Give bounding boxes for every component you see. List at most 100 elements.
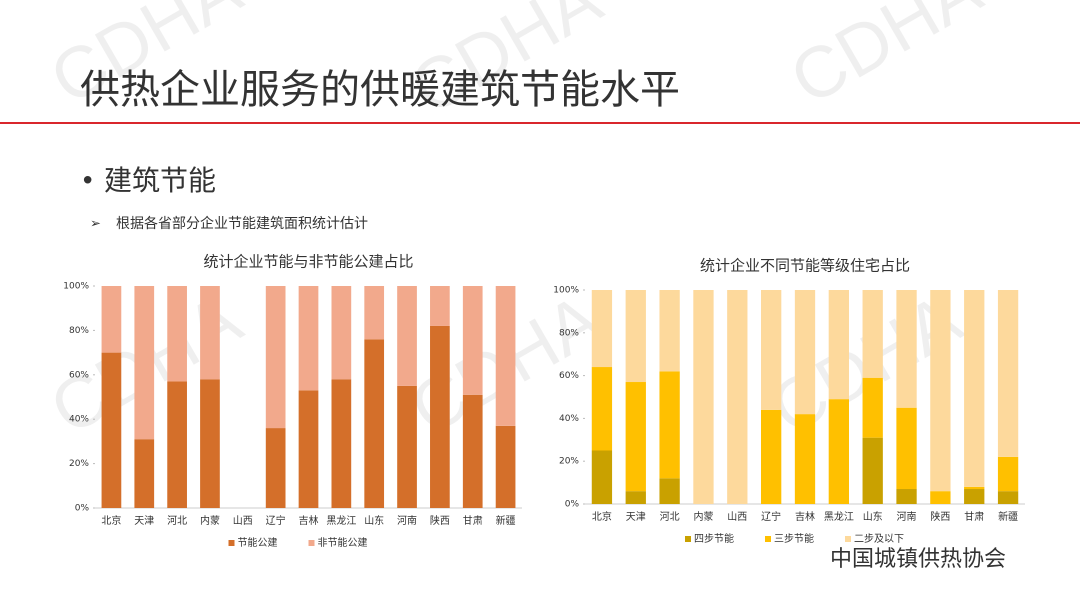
legend-swatch <box>685 536 691 542</box>
bar <box>761 409 782 504</box>
legend-label: 二步及以下 <box>854 533 904 545</box>
bar <box>397 385 417 508</box>
bar <box>167 381 187 508</box>
bar <box>591 290 613 368</box>
x-tick-label: 甘肃 <box>964 510 984 523</box>
x-tick-label: 内蒙 <box>200 514 220 527</box>
legend-swatch <box>765 536 771 542</box>
y-tick-label: 40% <box>69 415 89 425</box>
logo: 中国城镇供热协会 <box>830 547 1006 572</box>
bar <box>727 290 748 504</box>
legend-label: 非节能公建 <box>318 536 368 549</box>
y-tick-label: 60% <box>559 371 579 381</box>
y-tick-label: 0% <box>75 504 90 514</box>
bar <box>462 394 483 508</box>
x-tick-label: 山西 <box>233 515 253 527</box>
sub-bullet: 根据各省部分企业节能建筑面积统计估计 <box>116 215 368 232</box>
bar <box>495 286 516 426</box>
bar <box>397 286 417 386</box>
bar <box>625 491 646 504</box>
bar <box>964 489 985 504</box>
bar <box>625 382 646 492</box>
bar <box>167 286 187 382</box>
x-tick-label: 陕西 <box>430 514 450 527</box>
x-tick-label: 新疆 <box>496 514 516 527</box>
bar <box>896 290 917 408</box>
bar <box>331 286 352 380</box>
x-tick-label: 河南 <box>397 514 417 527</box>
y-tick-label: 80% <box>559 328 579 338</box>
bar <box>625 290 646 383</box>
bar <box>794 290 816 415</box>
legend-label: 节能公建 <box>238 536 278 549</box>
bar <box>265 286 286 429</box>
watermark: CDHA <box>778 0 995 120</box>
bar <box>930 491 951 504</box>
x-tick-label: 天津 <box>134 515 154 527</box>
x-tick-label: 黑龙江 <box>824 510 854 523</box>
bar <box>930 290 951 492</box>
bar <box>997 456 1019 492</box>
x-tick-label: 天津 <box>626 511 646 523</box>
bar <box>828 399 849 504</box>
bar <box>134 439 155 508</box>
bar <box>134 286 155 440</box>
bar <box>364 339 385 508</box>
y-tick-label: 60% <box>69 370 89 380</box>
bar <box>659 478 680 504</box>
sub-bullet-mark: ➢ <box>90 217 101 232</box>
y-tick-label: 100% <box>553 286 579 296</box>
bar <box>265 428 286 508</box>
x-tick-label: 辽宁 <box>761 510 781 523</box>
x-tick-label: 吉林 <box>795 510 815 523</box>
y-tick-label: 80% <box>69 326 89 336</box>
x-tick-label: 黑龙江 <box>326 514 356 527</box>
bar <box>964 290 985 487</box>
x-tick-label: 内蒙 <box>693 510 713 523</box>
x-tick-label: 吉林 <box>299 514 319 527</box>
x-tick-label: 辽宁 <box>266 514 286 527</box>
bar <box>659 290 680 372</box>
bar <box>495 425 516 508</box>
x-tick-label: 山东 <box>863 510 883 523</box>
bar <box>331 379 352 508</box>
y-tick-label: 40% <box>559 414 579 424</box>
bar <box>591 450 613 504</box>
x-tick-label: 山东 <box>364 514 384 527</box>
x-tick-label: 山西 <box>727 511 747 523</box>
bar <box>298 286 319 391</box>
x-tick-label: 北京 <box>592 510 612 523</box>
bar <box>101 352 122 508</box>
bar <box>862 290 883 378</box>
bar <box>591 367 613 451</box>
bar <box>101 286 122 353</box>
legend-swatch <box>308 540 315 546</box>
bullet-dot: • <box>80 167 95 197</box>
slide-title: 供热企业服务的供暖建筑节能水平 <box>80 67 680 113</box>
y-tick-label: 20% <box>69 459 89 469</box>
y-tick-label: 0% <box>565 500 580 510</box>
x-tick-label: 新疆 <box>998 510 1018 523</box>
legend-swatch <box>845 536 851 542</box>
bar <box>794 414 816 504</box>
x-tick-label: 北京 <box>101 514 121 527</box>
x-tick-label: 甘肃 <box>463 514 483 527</box>
legend-swatch <box>228 540 235 546</box>
y-tick-label: 20% <box>559 457 579 467</box>
bar <box>659 371 680 479</box>
y-tick-label: 100% <box>63 282 89 292</box>
bar <box>298 390 319 508</box>
bar <box>200 379 220 508</box>
chart-title: 统计企业节能与非节能公建占比 <box>203 253 413 271</box>
bar <box>430 286 450 326</box>
bar <box>364 286 385 340</box>
legend-label: 三步节能 <box>774 532 814 545</box>
x-tick-label: 河北 <box>660 511 680 523</box>
legend-label: 四步节能 <box>694 532 734 545</box>
x-tick-label: 陕西 <box>930 510 950 523</box>
bar <box>997 290 1019 457</box>
bar <box>693 290 714 504</box>
bar <box>200 286 220 380</box>
